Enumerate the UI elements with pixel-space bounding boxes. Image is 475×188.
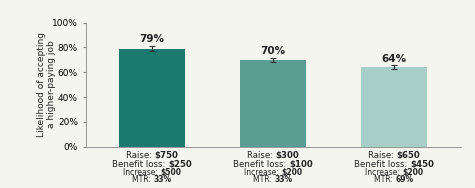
Text: Benefit loss:: Benefit loss: [112,160,168,169]
Bar [361,67,428,147]
Text: $250: $250 [168,160,192,169]
Y-axis label: Likelihood of accepting
a higher-paying job: Likelihood of accepting a higher-paying … [37,32,56,137]
Bar [119,49,185,147]
Text: Raise:: Raise: [247,151,276,160]
Text: Raise:: Raise: [368,151,397,160]
Text: Increase:: Increase: [123,168,160,177]
Text: $450: $450 [410,160,434,169]
Text: Increase:: Increase: [365,168,402,177]
Text: Raise:: Raise: [126,151,154,160]
Text: MTR:: MTR: [254,175,275,184]
Text: Benefit loss:: Benefit loss: [233,160,289,169]
Text: $200: $200 [402,168,423,177]
Text: 70%: 70% [261,46,285,56]
Text: 79%: 79% [140,34,164,44]
Text: $650: $650 [397,151,420,160]
Text: $750: $750 [154,151,179,160]
Text: Increase:: Increase: [244,168,281,177]
Text: $100: $100 [289,160,313,169]
Text: MTR:: MTR: [133,175,153,184]
Text: 33%: 33% [275,175,293,184]
Text: $300: $300 [276,151,299,160]
Text: MTR:: MTR: [374,175,396,184]
Text: $500: $500 [160,168,181,177]
Text: $200: $200 [281,168,302,177]
Text: Benefit loss:: Benefit loss: [354,160,410,169]
Text: 69%: 69% [396,175,414,184]
Bar [240,60,306,147]
Text: 64%: 64% [381,54,407,64]
Text: 33%: 33% [153,175,172,184]
